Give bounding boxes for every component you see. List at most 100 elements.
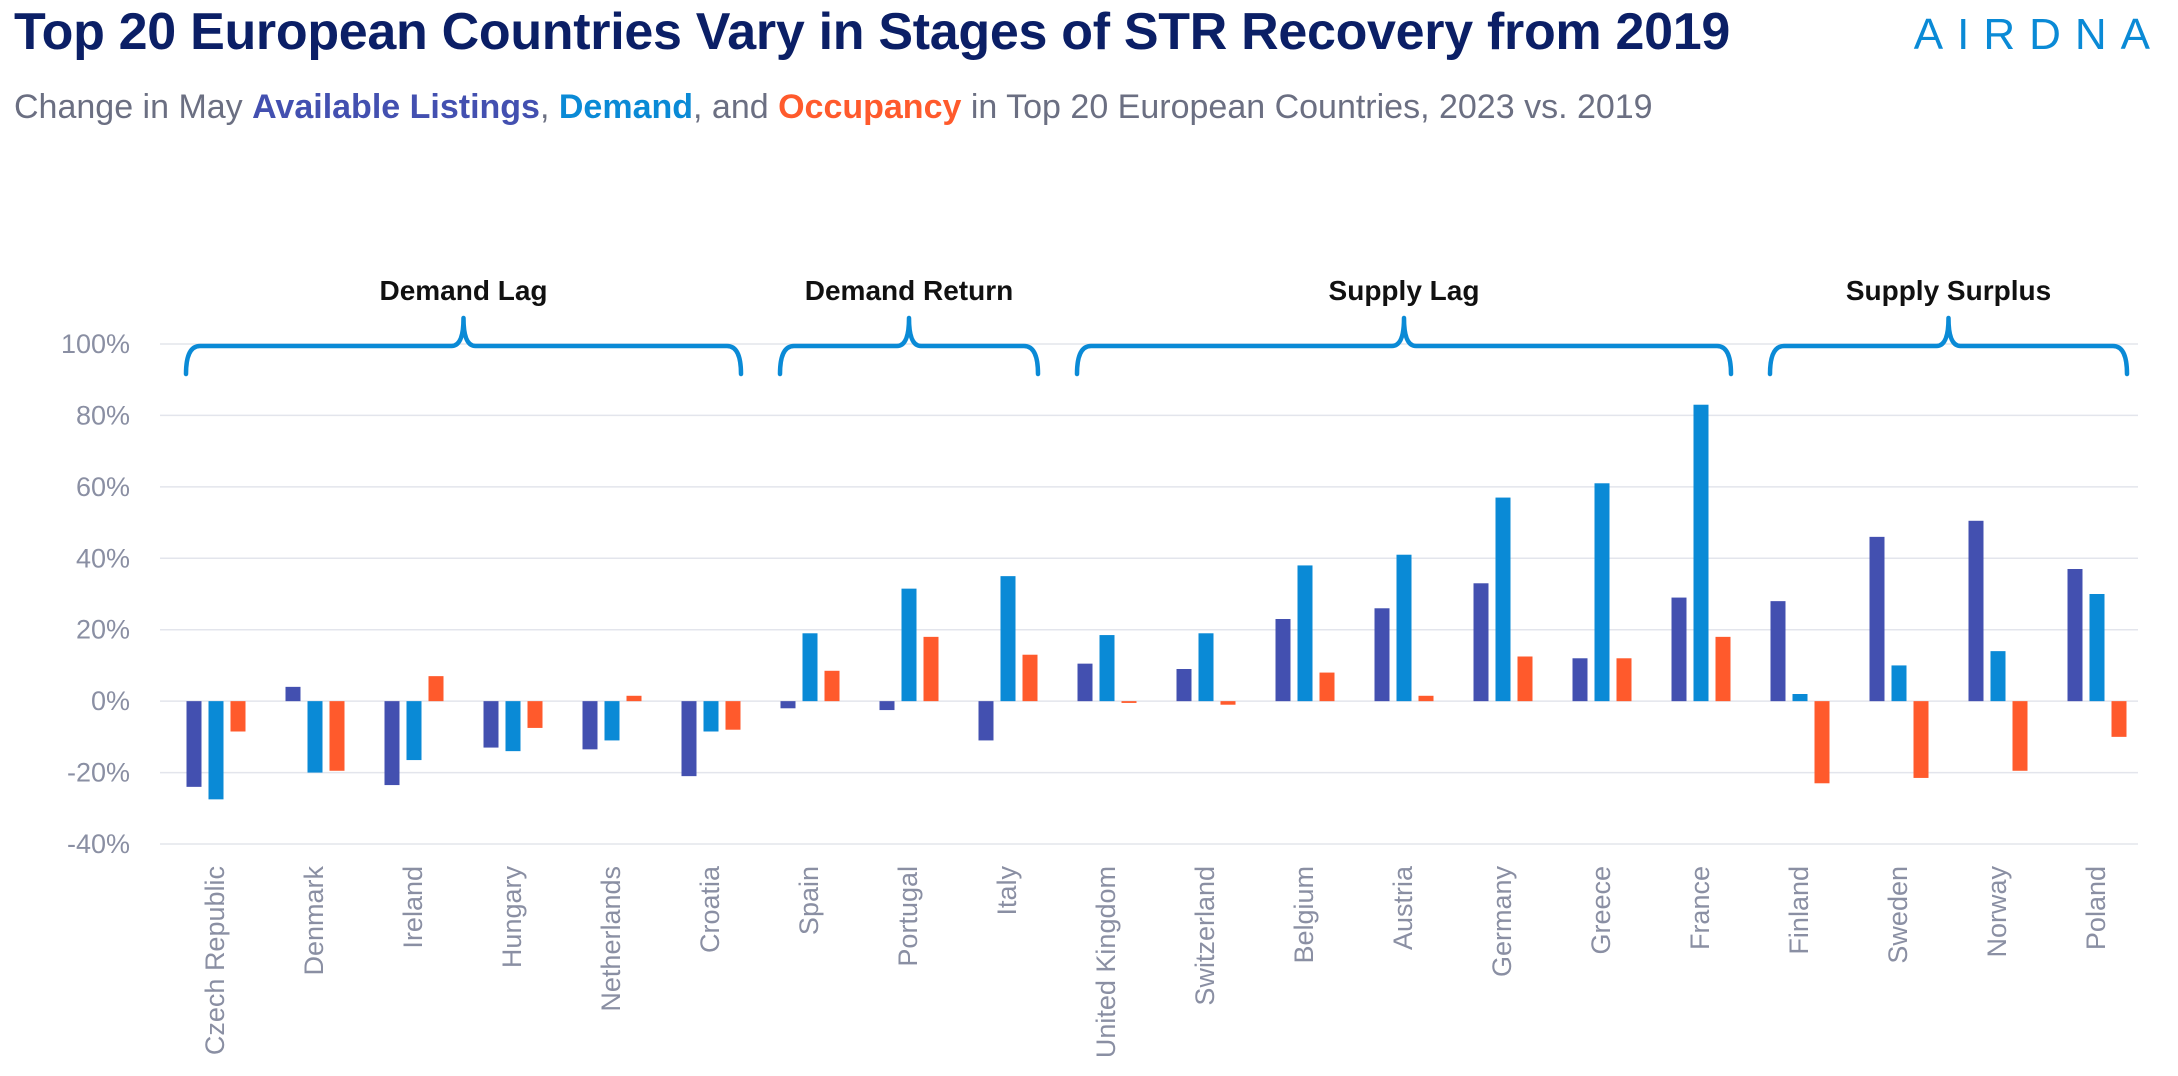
y-tick-label: 80% [76,400,130,430]
subtitle-prefix: Change in May [14,88,253,126]
chart-subtitle: Change in May Available Listings, Demand… [14,88,1653,127]
subtitle-occupancy: Occupancy [778,88,962,126]
y-tick-label: -40% [67,829,130,859]
bar-occupancy [923,636,939,702]
bar-available-listings [2067,569,2083,702]
y-tick-label: 20% [76,615,130,645]
bar-demand [1693,404,1709,702]
bar-available-listings [1077,663,1093,702]
bar-demand [1297,565,1313,702]
bar-demand [703,701,719,732]
group-label: Demand Return [805,275,1013,306]
bar-occupancy [824,670,840,702]
group-bracket [777,315,1041,377]
bar-demand [1891,665,1907,702]
bar-occupancy [725,701,741,730]
bar-available-listings [384,701,400,786]
bar-demand [1000,576,1016,702]
subtitle-listings: Available Listings [252,88,540,126]
bar-demand [208,701,224,800]
x-tick-label: Ireland [398,866,428,949]
y-tick-label: 0% [91,686,130,716]
bar-available-listings [1275,619,1291,702]
bar-occupancy [1814,701,1830,784]
x-tick-label: Netherlands [596,866,626,1012]
bar-demand [901,588,917,702]
bar-demand [1594,483,1610,702]
bar-occupancy [1715,636,1731,702]
subtitle-suffix: in Top 20 European Countries, 2023 vs. 2… [961,88,1653,126]
bar-available-listings [1968,520,1984,702]
x-tick-label: Belgium [1289,866,1319,964]
airdna-logo: AIRDNA [1913,10,2164,59]
x-tick-label: Czech Republic [200,866,230,1055]
x-tick-label: Sweden [1883,866,1913,964]
bar-occupancy [1319,672,1335,702]
bar-available-listings [681,701,697,777]
bar-occupancy [1913,701,1929,778]
x-tick-label: Norway [1982,866,2012,958]
x-tick-label: Spain [794,866,824,935]
bar-occupancy [329,701,345,771]
bar-available-listings [1869,536,1885,702]
bar-demand [1099,635,1115,702]
bar-demand [1396,554,1412,702]
bar-available-listings [285,686,301,702]
bar-occupancy [527,701,543,728]
bar-demand [1495,497,1511,702]
bar-available-listings [1770,601,1786,702]
x-tick-label: Denmark [299,866,329,976]
group-bracket [1074,315,1734,377]
bar-available-listings [582,701,598,750]
group-label: Demand Lag [379,275,547,306]
bar-demand [1990,651,2006,702]
x-tick-label: Switzerland [1190,866,1220,1006]
bar-available-listings [1473,583,1489,702]
chart-title: Top 20 European Countries Vary in Stages… [14,3,1730,61]
bar-occupancy [2012,701,2028,771]
bar-occupancy [1418,695,1434,702]
x-tick-label: Hungary [497,866,527,969]
bar-occupancy [1517,656,1533,702]
bar-demand [1792,694,1808,702]
bar-occupancy [1022,654,1038,702]
group-label: Supply Surplus [1846,275,2051,306]
bar-demand [604,701,620,741]
bar-demand [2089,594,2105,702]
y-tick-label: 60% [76,472,130,502]
bar-occupancy [428,676,444,702]
bar-occupancy [1616,658,1632,702]
x-tick-label: Austria [1388,865,1418,950]
bar-demand [802,633,818,702]
group-bracket [1767,315,2130,377]
bar-available-listings [186,701,202,787]
bar-available-listings [1572,658,1588,702]
x-tick-label: Italy [992,866,1022,916]
bar-demand [307,701,323,773]
bar-available-listings [978,701,994,741]
bar-available-listings [879,701,895,711]
y-tick-label: 40% [76,543,130,573]
bar-demand [505,701,521,752]
x-tick-label: Portugal [893,866,923,967]
x-tick-label: Greece [1586,866,1616,955]
bar-occupancy [1220,701,1236,705]
bar-demand [1198,633,1214,702]
x-tick-label: United Kingdom [1091,866,1121,1058]
bar-available-listings [1176,669,1192,702]
bar-occupancy [230,701,246,732]
x-tick-label: Poland [2081,866,2111,950]
y-tick-label: -20% [67,758,130,788]
group-label: Supply Lag [1329,275,1480,306]
bar-demand [406,701,422,761]
y-tick-label: 100% [61,329,130,359]
x-tick-label: Croatia [695,865,725,953]
bar-occupancy [626,695,642,702]
subtitle-demand: Demand [558,88,694,126]
x-tick-label: Germany [1487,866,1517,978]
bar-occupancy [2111,701,2127,737]
bar-available-listings [780,701,796,709]
bar-occupancy [1121,701,1137,703]
group-bracket [183,315,744,377]
